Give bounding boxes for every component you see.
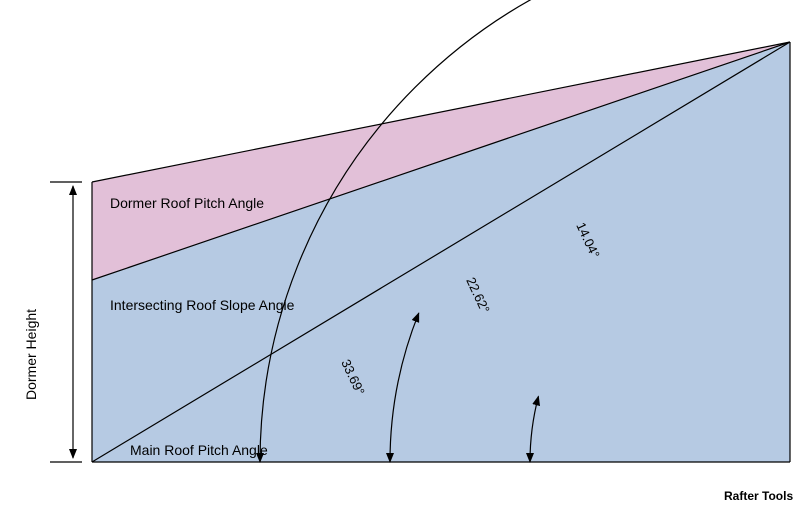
diagram-svg: 33.69°22.62°14.04°Dormer Roof Pitch Angl…: [0, 0, 800, 509]
intersecting-slope-label: Intersecting Roof Slope Angle: [110, 297, 295, 313]
rafter-diagram: { "diagram": { "type": "geometry", "back…: [0, 0, 800, 509]
main-pitch-label: Main Roof Pitch Angle: [130, 442, 268, 458]
footer-text: Rafter Tools: [724, 489, 793, 503]
dormer-pitch-label: Dormer Roof Pitch Angle: [110, 195, 264, 211]
dormer-height-label: Dormer Height: [23, 309, 39, 400]
